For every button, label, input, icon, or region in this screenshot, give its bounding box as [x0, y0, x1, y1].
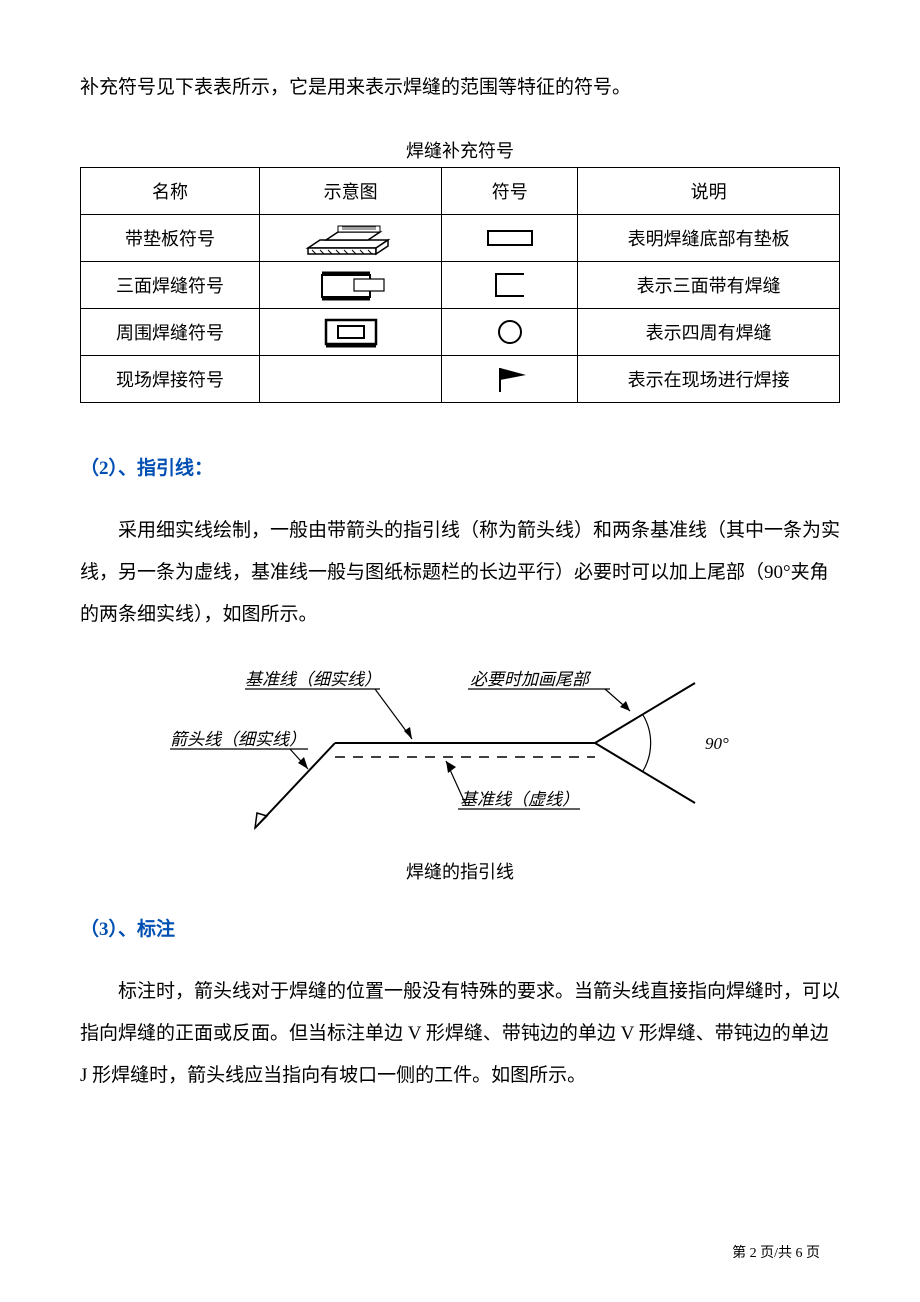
- col-desc: 说明: [578, 168, 840, 215]
- table-title: 焊缝补充符号: [80, 137, 840, 163]
- backing-plate-diagram-icon: [296, 218, 406, 258]
- cell-desc: 表示三面带有焊缝: [578, 262, 840, 309]
- cell-diagram: [260, 309, 442, 356]
- cell-name: 现场焊接符号: [81, 356, 260, 403]
- col-name: 名称: [81, 168, 260, 215]
- cell-symbol: [442, 356, 578, 403]
- cell-diagram: [260, 262, 442, 309]
- intro-paragraph: 补充符号见下表表所示，它是用来表示焊缝的范围等特征的符号。: [80, 69, 840, 107]
- col-diagram: 示意图: [260, 168, 442, 215]
- cell-name: 周围焊缝符号: [81, 309, 260, 356]
- section-2-heading: （2）、指引线：: [80, 453, 840, 480]
- cell-name: 三面焊缝符号: [81, 262, 260, 309]
- cell-symbol: [442, 309, 578, 356]
- angle-label: 90°: [705, 734, 729, 753]
- cell-desc: 表示四周有焊缝: [578, 309, 840, 356]
- all-around-diagram-icon: [296, 312, 406, 352]
- figure-caption: 焊缝的指引线: [80, 858, 840, 884]
- cell-desc: 表明焊缝底部有垫板: [578, 215, 840, 262]
- label-baseline-solid: 基准线（细实线）: [245, 670, 381, 689]
- rectangle-symbol-icon: [470, 223, 550, 253]
- table-header-row: 名称 示意图 符号 说明: [81, 168, 840, 215]
- cell-diagram: [260, 215, 442, 262]
- symbols-table: 名称 示意图 符号 说明 带垫板符号: [80, 167, 840, 403]
- three-side-symbol-icon: [470, 268, 550, 302]
- flag-symbol-icon: [470, 362, 550, 396]
- table-row: 现场焊接符号 表示在现场进行焊接: [81, 356, 840, 403]
- table-row: 带垫板符号: [81, 215, 840, 262]
- label-baseline-dashed: 基准线（虚线）: [460, 790, 579, 809]
- leader-line-diagram-icon: 90° 基准线（细实线） 箭头线（细实线） 必要时加画尾部 基准线（虚线）: [150, 653, 770, 843]
- page-footer: 第 2 页/共 6 页: [732, 1242, 820, 1262]
- label-arrow-line: 箭头线（细实线）: [170, 730, 306, 749]
- label-tail: 必要时加画尾部: [470, 670, 592, 689]
- circle-symbol-icon: [470, 315, 550, 349]
- section-3-heading: （3）、标注: [80, 914, 840, 941]
- cell-symbol: [442, 262, 578, 309]
- three-side-diagram-icon: [296, 265, 406, 305]
- document-page: 补充符号见下表表所示，它是用来表示焊缝的范围等特征的符号。 焊缝补充符号 名称 …: [0, 0, 920, 1302]
- col-symbol: 符号: [442, 168, 578, 215]
- cell-name: 带垫板符号: [81, 215, 260, 262]
- cell-desc: 表示在现场进行焊接: [578, 356, 840, 403]
- section-3-paragraph: 标注时，箭头线对于焊缝的位置一般没有特殊的要求。当箭头线直接指向焊缝时，可以指向…: [80, 971, 840, 1096]
- table-row: 三面焊缝符号 表示三面带有焊缝: [81, 262, 840, 309]
- cell-symbol: [442, 215, 578, 262]
- section-2-paragraph: 采用细实线绘制，一般由带箭头的指引线（称为箭头线）和两条基准线（其中一条为实线，…: [80, 510, 840, 635]
- table-row: 周围焊缝符号 表示四周有焊缝: [81, 309, 840, 356]
- leader-line-figure: 90° 基准线（细实线） 箭头线（细实线） 必要时加画尾部 基准线（虚线）: [150, 653, 770, 848]
- cell-diagram: [260, 356, 442, 403]
